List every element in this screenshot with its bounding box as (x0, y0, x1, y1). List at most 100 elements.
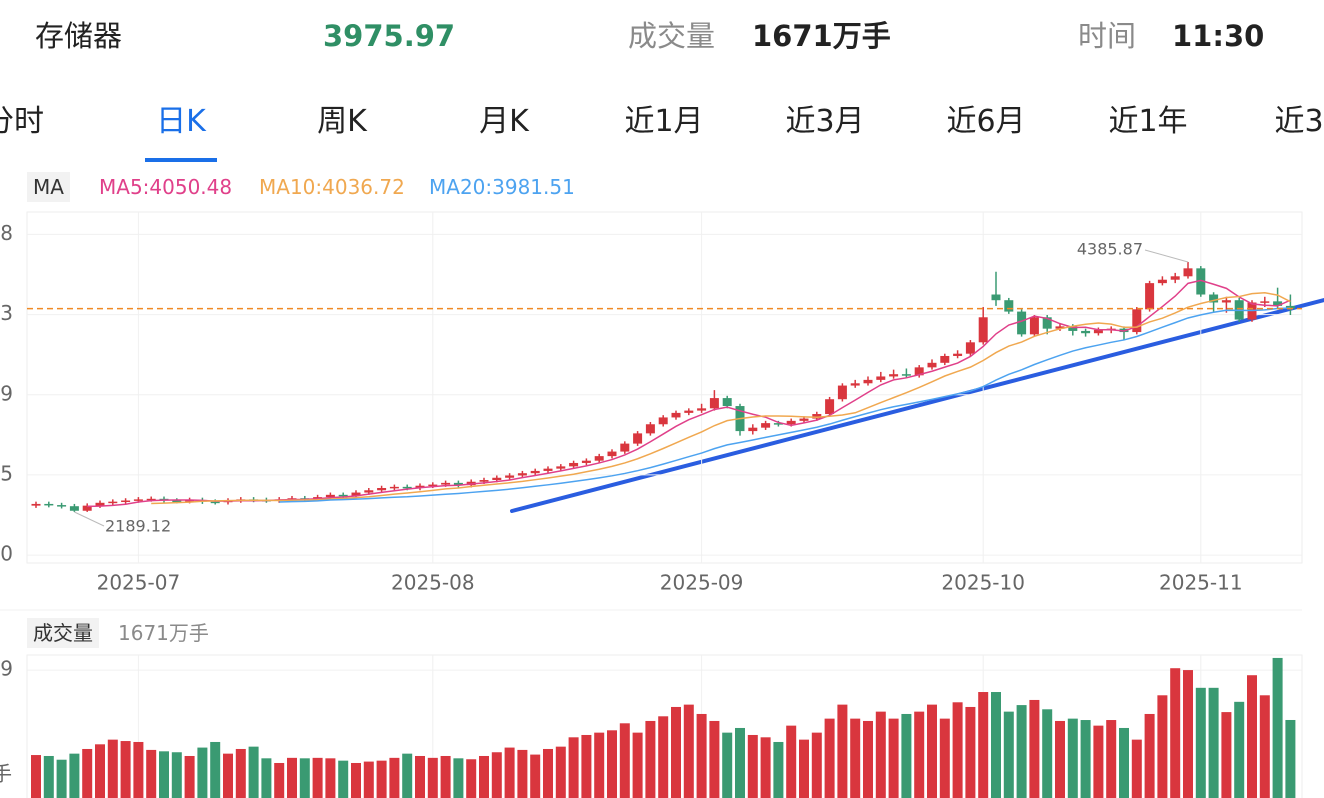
x-tick-label: 2025-11 (1159, 571, 1243, 595)
volume-bar (875, 711, 886, 798)
volume-bar (824, 718, 835, 798)
volume-bar (530, 754, 541, 798)
volume-bar (850, 718, 861, 798)
candle-body (1068, 326, 1078, 331)
candle-body (351, 492, 361, 496)
volume-bar (645, 720, 656, 798)
x-tick-label: 2025-07 (97, 571, 181, 595)
volume-bar (914, 711, 925, 798)
volume-bar (82, 748, 93, 798)
volume-bar (978, 692, 989, 798)
volume-bar (760, 737, 771, 798)
tab[interactable]: 近3月 (785, 104, 865, 139)
volume-bar (927, 704, 937, 798)
volume-bar (133, 741, 144, 798)
y-tick-label: 3219 (0, 381, 13, 405)
candle-body (402, 486, 412, 489)
volume-bar (658, 716, 669, 798)
tab[interactable]: 分时 (0, 104, 44, 139)
volume-bar (95, 744, 105, 798)
plot-frame (26, 211, 1303, 564)
volume-bar (235, 748, 246, 798)
candle-body (889, 374, 899, 377)
candle-body (1081, 330, 1091, 334)
volume-bar (619, 723, 630, 798)
x-tick-label: 2025-08 (391, 571, 475, 595)
tab[interactable]: 周K (317, 104, 367, 139)
candle-body (1170, 276, 1180, 280)
volume-bar (1003, 711, 1014, 798)
volume-bar (1272, 657, 1283, 798)
volume-title: 成交量 (27, 618, 99, 648)
candle-body (428, 484, 438, 487)
volume-bar (568, 737, 579, 798)
tab[interactable]: 近1年 (1108, 104, 1188, 139)
volume-bar (722, 732, 733, 798)
candle-body (1029, 317, 1039, 335)
volume-bar (965, 706, 976, 798)
candle-body (837, 385, 847, 400)
volume-bar (1131, 739, 1142, 798)
volume-label: 成交量 (628, 19, 716, 53)
tab[interactable]: 近3年 (1274, 104, 1324, 139)
volume-bar (210, 741, 221, 798)
volume-bar (1183, 670, 1193, 798)
x-tick-label: 2025-10 (941, 571, 1025, 595)
candle-body (594, 456, 604, 461)
volume-bar (1093, 725, 1104, 798)
candle-body (530, 470, 540, 474)
volume-bar (607, 730, 617, 798)
tab[interactable]: 近6月 (946, 104, 1026, 139)
legend-entry: MA5:4050.48 (99, 175, 233, 199)
volume-bar (696, 713, 707, 798)
volume-bar (427, 757, 438, 798)
volume-bar (69, 753, 80, 798)
candle-body (492, 477, 502, 481)
candle-body (1196, 268, 1206, 295)
candle-body (1004, 300, 1014, 312)
volume-bar (56, 759, 67, 798)
candle-body (479, 480, 489, 482)
volume-bar (1016, 705, 1027, 798)
candle-body (773, 423, 783, 425)
tab[interactable]: 近1月 (624, 104, 704, 139)
volume-bar (184, 755, 195, 798)
volume-bar (197, 747, 208, 798)
candle-body (633, 433, 643, 444)
volume-bar (747, 734, 758, 798)
volume-bar (120, 741, 131, 798)
candle-body (543, 468, 553, 471)
volume-bar (376, 760, 387, 798)
volume-bar (223, 753, 233, 798)
candle-body (658, 417, 668, 425)
trend-line (510, 298, 1324, 513)
candle-body (108, 501, 118, 504)
volume-bar (248, 746, 259, 798)
volume-bar (363, 761, 374, 798)
candle-body (697, 408, 707, 411)
low-label: 2189.12 (105, 516, 171, 535)
candle-body (1273, 301, 1283, 306)
candle-body (1183, 268, 1193, 277)
volume-bar (1144, 713, 1155, 798)
volume-bar (581, 734, 592, 798)
tab[interactable]: 日K (156, 104, 206, 139)
volume-bar (863, 720, 873, 798)
volume-bar (171, 752, 182, 798)
candle-body (133, 499, 143, 501)
candle-body (722, 398, 732, 407)
volume-bar (261, 758, 272, 798)
y-tick-label: 1810 (0, 542, 13, 566)
tab[interactable]: 月K (479, 104, 529, 139)
volume-bar (351, 762, 361, 798)
volume-bar (274, 762, 285, 798)
volume-bar (555, 746, 566, 798)
candle-body (876, 376, 886, 380)
candle-body (620, 443, 630, 452)
volume-bar (671, 706, 681, 798)
candle-body (338, 494, 348, 497)
candle-body (991, 294, 1001, 301)
volume-bar (991, 692, 1001, 798)
volume-bar (1119, 727, 1129, 798)
